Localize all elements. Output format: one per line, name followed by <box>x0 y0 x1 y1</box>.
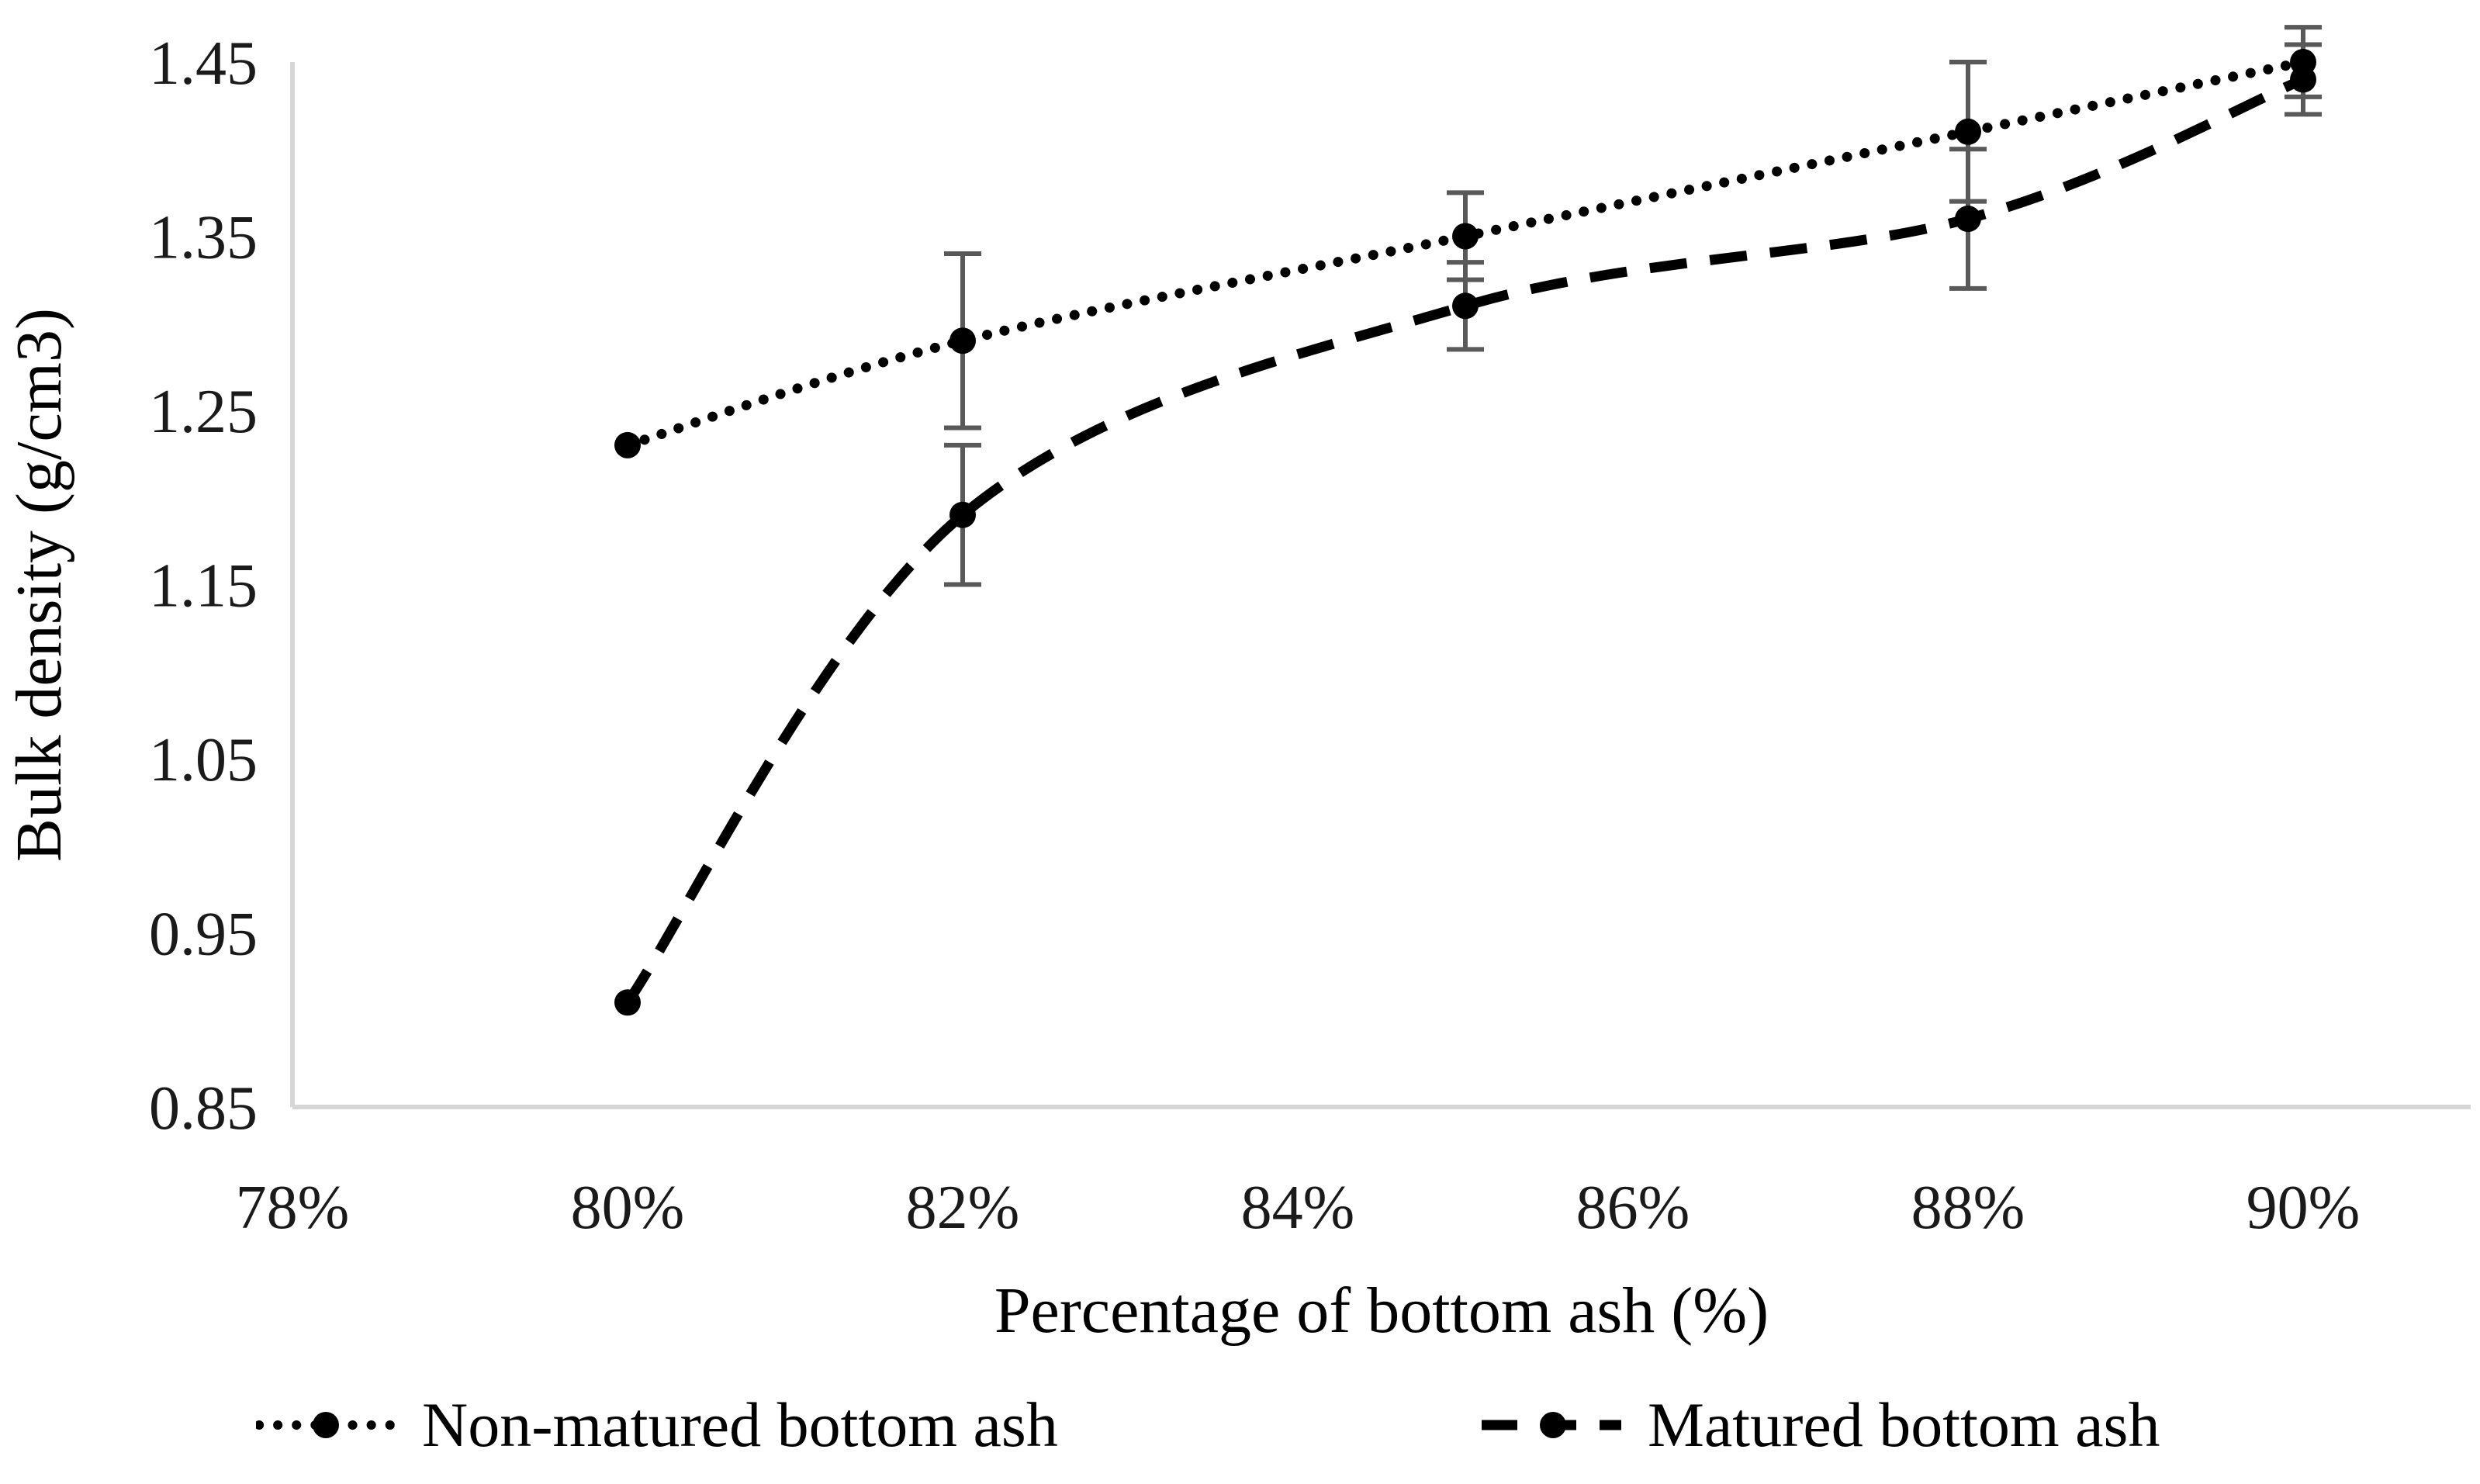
x-axis-tick-label: 78% <box>236 1174 350 1242</box>
y-axis-tick-label: 1.05 <box>149 726 258 794</box>
data-point-marker-matured <box>1955 206 1981 233</box>
x-axis-tick-label: 80% <box>571 1174 685 1242</box>
y-axis-tick-label: 1.15 <box>149 552 258 621</box>
x-axis-tick-label: 88% <box>1911 1174 2025 1242</box>
x-axis-tick-label: 82% <box>906 1174 1020 1242</box>
legend-item-matured: Matured bottom ash <box>1482 1389 2160 1462</box>
legend-label-matured: Matured bottom ash <box>1648 1389 2160 1460</box>
y-axis-tick-label: 1.35 <box>149 204 258 272</box>
data-point-marker-matured <box>2290 66 2316 93</box>
legend-label-non-matured: Non-matured bottom ash <box>422 1389 1058 1460</box>
x-axis-tick-label: 86% <box>1576 1174 1690 1242</box>
y-axis-tick-label: 1.45 <box>149 29 258 98</box>
legend-item-non-matured: Non-matured bottom ash <box>256 1389 1058 1462</box>
data-point-marker-non-matured <box>1955 118 1981 145</box>
data-point-marker-matured <box>949 501 976 528</box>
data-point-marker-non-matured <box>949 327 976 355</box>
data-point-marker-matured <box>1452 292 1479 320</box>
y-axis-tick-label: 0.95 <box>149 901 258 969</box>
data-point-marker-matured <box>614 989 641 1016</box>
plot-area: 1.45 1.35 1.25 1.15 1.05 0.95 0.85 78% 80% 82% 84%… <box>149 25 2471 1242</box>
x-axis-title: Percentage of bottom ash (%) <box>994 1275 1769 1347</box>
data-point-marker-non-matured <box>614 431 641 458</box>
series-line-matured <box>623 74 2305 1005</box>
x-axis-tick-label: 84% <box>1241 1174 1355 1242</box>
dashed-line-sample-icon <box>1482 1412 1621 1438</box>
data-point-marker-non-matured <box>1452 223 1479 250</box>
y-axis-tick-label: 1.25 <box>149 378 258 446</box>
chart-legend: Non-matured bottom ash Matured bottom as… <box>0 1389 2480 1482</box>
y-axis-tick-label: 0.85 <box>149 1074 258 1143</box>
dotted-line-sample-icon <box>256 1412 396 1438</box>
y-axis-title: Bulk density (g/cm3) <box>3 308 75 862</box>
x-axis-tick-label: 90% <box>2247 1174 2361 1242</box>
